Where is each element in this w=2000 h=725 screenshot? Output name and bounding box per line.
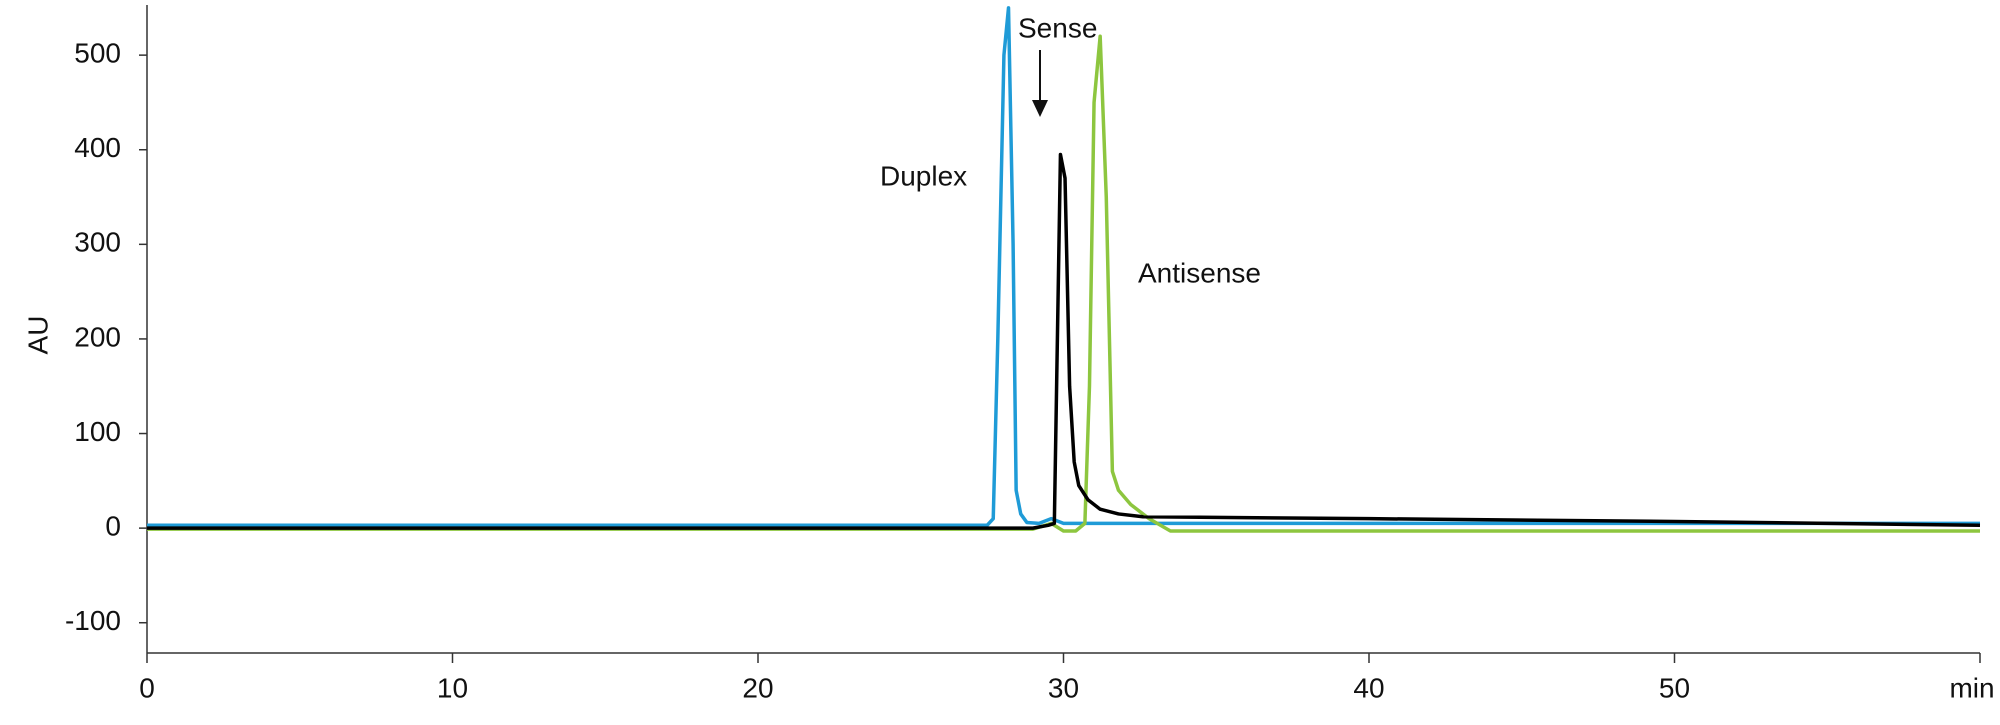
- x-tick-label: 30: [1048, 672, 1079, 703]
- x-tick-label: 40: [1353, 672, 1384, 703]
- x-tick-label: 50: [1659, 672, 1690, 703]
- annotation: Antisense: [1138, 257, 1261, 288]
- y-tick-label: 100: [74, 416, 121, 447]
- annotation: Sense: [1018, 12, 1097, 43]
- x-tick-label: min: [1949, 672, 1994, 703]
- annotation-arrowhead: [1032, 100, 1048, 117]
- y-tick-label: 200: [74, 321, 121, 352]
- y-tick-label: 300: [74, 227, 121, 258]
- y-tick-label: 400: [74, 132, 121, 163]
- x-tick-label: 20: [742, 672, 773, 703]
- data-line: [147, 152, 1981, 530]
- x-tick-label: 0: [139, 672, 155, 703]
- y-tick-label: -100: [65, 605, 121, 636]
- y-tick-label: 0: [105, 511, 121, 542]
- data-line: [147, 6, 1980, 528]
- data-line: [147, 34, 1980, 533]
- y-tick-label: 500: [74, 38, 121, 69]
- annotation: Duplex: [880, 160, 967, 191]
- x-tick-label: 10: [437, 672, 468, 703]
- y-axis-label: AU: [22, 316, 53, 355]
